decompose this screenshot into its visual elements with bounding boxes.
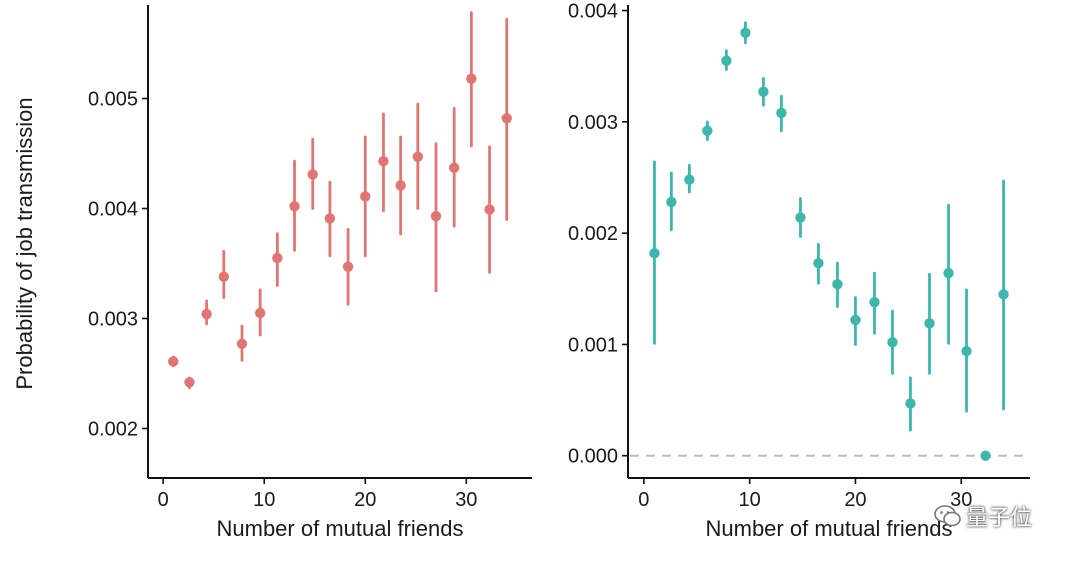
- data-point: [869, 296, 880, 308]
- watermark: 量子位: [934, 500, 1032, 532]
- data-point: [201, 308, 212, 320]
- x-tick-label: 30: [950, 489, 972, 511]
- data-point: [887, 337, 898, 348]
- data-point: [360, 191, 371, 202]
- x-tick-label: 10: [739, 489, 761, 511]
- y-tick-label: 0.002: [568, 223, 618, 245]
- data-point: [980, 450, 991, 461]
- data-point: [740, 27, 751, 39]
- wechat-icon: [934, 505, 961, 527]
- left-chart-panel: 0.002 0.003 0.004 0.005 0 10 20 30 Number of mut…: [12, 5, 532, 541]
- data-point: [649, 247, 660, 259]
- data-point: [758, 86, 769, 98]
- data-point: [448, 162, 460, 173]
- y-tick-label: 0.004: [568, 1, 618, 23]
- data-point: [430, 211, 442, 222]
- x-tick-label: 20: [354, 489, 376, 511]
- data-point: [378, 156, 389, 167]
- data-point: [850, 314, 861, 326]
- x-axis-title: Number of mutual friends: [217, 516, 464, 541]
- data-point: [484, 204, 495, 215]
- x-tick-label: 10: [253, 489, 275, 511]
- x-tick-label: 30: [455, 489, 477, 511]
- data-point: [236, 338, 248, 349]
- data-point: [272, 252, 283, 264]
- data-point: [905, 398, 916, 409]
- data-point: [342, 261, 354, 272]
- y-axis-title: Probability of job transmission: [12, 97, 37, 389]
- y-tick-label: 0.003: [88, 309, 138, 331]
- data-point: [943, 268, 954, 279]
- x-tick-label: 20: [844, 489, 866, 511]
- x-tick-label: 0: [638, 489, 649, 511]
- y-tick-label: 0.005: [88, 89, 138, 111]
- data-point: [324, 213, 336, 224]
- right-chart-panel: 0.000 0.001 0.002 0.003 0.004 0 10 20 30 Number o…: [568, 1, 1030, 541]
- data-point: [168, 356, 179, 367]
- y-tick-label: 0.004: [88, 199, 138, 221]
- data-point: [795, 212, 806, 223]
- data-point: [307, 169, 318, 180]
- y-tick-label: 0.001: [568, 334, 618, 356]
- data-point: [684, 174, 695, 185]
- data-point: [702, 125, 713, 136]
- data-point: [924, 318, 935, 329]
- data-point: [998, 289, 1009, 300]
- data-point: [832, 279, 843, 290]
- data-point: [501, 113, 512, 124]
- data-point: [184, 377, 195, 388]
- y-tick-label: 0.003: [568, 112, 618, 134]
- data-point: [666, 196, 677, 208]
- data-point: [721, 55, 732, 66]
- data-point: [961, 345, 972, 357]
- data-point: [218, 271, 229, 282]
- x-axis-title: Number of mutual friends: [706, 516, 953, 541]
- data-point: [776, 107, 787, 119]
- y-tick-label: 0.000: [568, 446, 618, 468]
- data-point: [289, 201, 300, 212]
- data-point: [254, 307, 266, 319]
- data-point: [813, 258, 824, 269]
- data-point: [395, 180, 406, 191]
- watermark-text: 量子位: [966, 505, 1033, 530]
- data-point: [466, 73, 477, 84]
- x-tick-label: 0: [158, 489, 169, 511]
- y-tick-label: 0.002: [88, 419, 138, 441]
- data-point: [412, 151, 424, 162]
